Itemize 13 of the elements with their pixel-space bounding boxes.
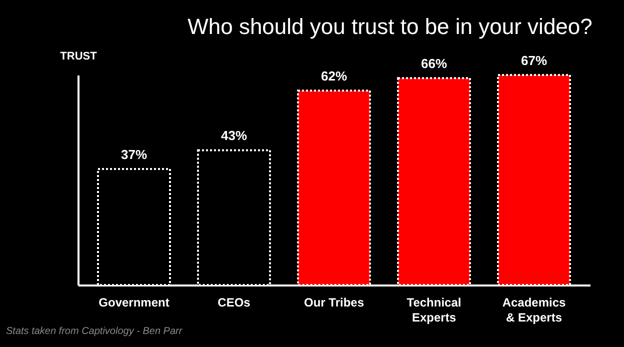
x-tick-label: Our Tribes (304, 296, 364, 310)
chart-title: Who should you trust to be in your video? (186, 14, 594, 40)
data-label: 67% (520, 53, 548, 68)
x-tick-label: Academics & Experts (502, 296, 566, 324)
x-tick-label: CEOs (218, 296, 251, 310)
y-axis-title: TRUST (60, 50, 98, 62)
data-label: 43% (220, 128, 248, 144)
x-tick-label: Technical Experts (406, 296, 462, 324)
data-label: 66% (420, 56, 448, 72)
data-label: 37% (120, 147, 148, 162)
text: Stats taken from Captivology - Ben Parr (6, 326, 182, 337)
x-tick-label: Government (98, 296, 170, 310)
data-label: 62% (320, 68, 348, 84)
